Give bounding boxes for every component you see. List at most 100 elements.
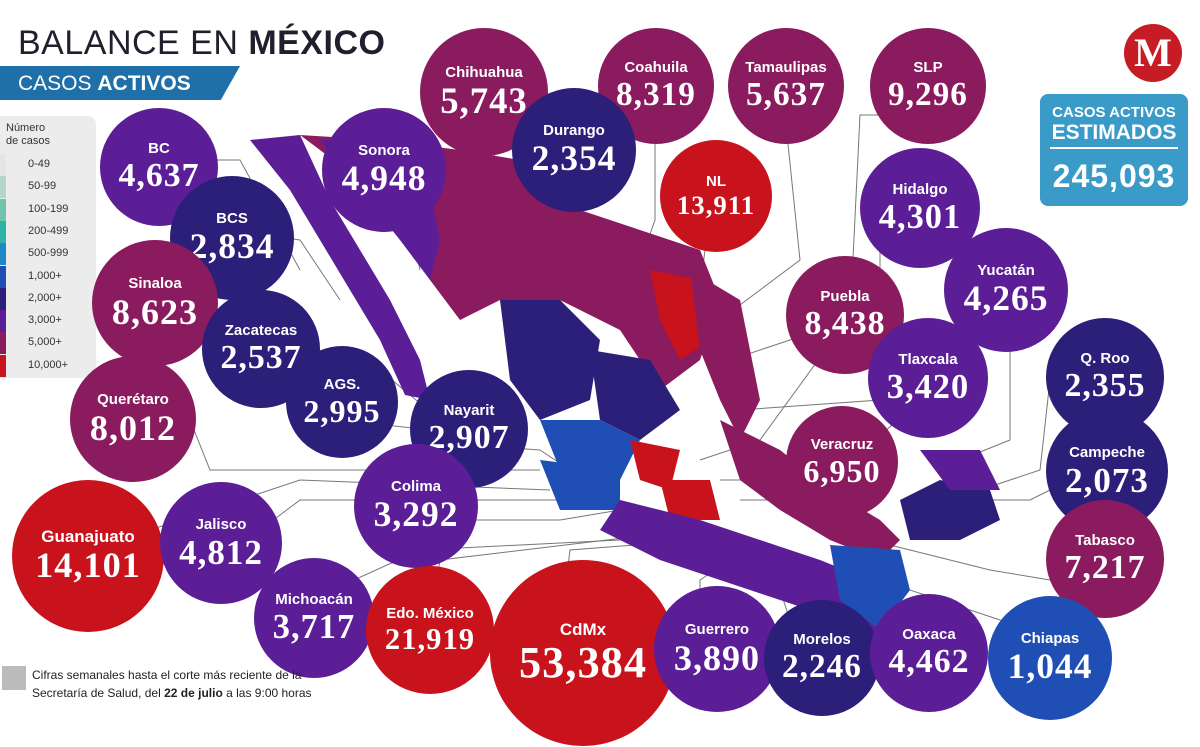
state-name: SLP xyxy=(913,59,943,77)
state-value: 8,319 xyxy=(616,76,696,114)
state-value: 3,292 xyxy=(373,494,459,535)
legend-item: 0-49 xyxy=(0,154,96,176)
state-value: 8,012 xyxy=(89,407,177,448)
state-name: Zacatecas xyxy=(224,322,298,340)
state-value: 6,950 xyxy=(803,452,881,489)
state-value: 2,834 xyxy=(189,226,275,267)
footnote-date: 22 de julio xyxy=(164,686,223,700)
state-value: 21,919 xyxy=(384,621,476,656)
state-name: BCS xyxy=(216,210,248,228)
state-bubble: Edo. México 21,919 xyxy=(366,566,494,694)
state-value: 3,717 xyxy=(272,607,356,646)
legend-label: 2,000+ xyxy=(28,291,62,304)
footnote-line-2: Secretaría de Salud, del 22 de julio a l… xyxy=(32,684,332,702)
state-name: Tabasco xyxy=(1075,532,1135,550)
state-name: Morelos xyxy=(793,631,851,649)
legend-swatch xyxy=(0,354,6,377)
state-bubble: Oaxaca 4,462 xyxy=(870,594,988,712)
legend-label: 500-999 xyxy=(28,247,69,260)
logo-letter: M xyxy=(1134,30,1172,75)
state-name: Sinaloa xyxy=(128,274,182,292)
legend-item: 3,000+ xyxy=(0,310,96,333)
state-name: Yucatán xyxy=(977,262,1035,280)
state-bubble: Guanajuato 14,101 xyxy=(12,480,164,632)
state-bubble: SLP 9,296 xyxy=(870,28,986,144)
state-bubble: Jalisco 4,812 xyxy=(160,482,282,604)
state-value: 2,355 xyxy=(1064,367,1146,405)
state-value: 9,296 xyxy=(888,76,968,114)
state-name: Tamaulipas xyxy=(745,59,827,77)
milenio-logo: M xyxy=(1124,24,1182,82)
state-value: 7,217 xyxy=(1064,549,1146,587)
footnote: Cifras semanales hasta el corte más reci… xyxy=(32,666,332,702)
state-name: Querétaro xyxy=(97,390,169,408)
state-value: 13,911 xyxy=(676,189,756,220)
state-bubble: Zacatecas 2,537 xyxy=(202,290,320,408)
legend-item: 500-999 xyxy=(0,243,96,266)
subtitle-prefix: CASOS xyxy=(18,72,92,95)
state-value: 2,073 xyxy=(1065,460,1149,500)
estimated-line-1: CASOS ACTIVOS xyxy=(1052,104,1176,121)
state-name: Nayarit xyxy=(443,402,495,420)
estimated-line-2: ESTIMADOS xyxy=(1051,121,1177,144)
estimated-value: 245,093 xyxy=(1052,158,1176,194)
state-bubble: Querétaro 8,012 xyxy=(70,356,196,482)
legend-swatch xyxy=(0,176,6,199)
state-bubble: NL 13,911 xyxy=(660,140,772,252)
page-title: BALANCE EN MÉXICO xyxy=(18,24,385,63)
state-name: Puebla xyxy=(820,288,870,306)
state-bubble: Durango 2,354 xyxy=(512,88,636,212)
state-value: 4,462 xyxy=(888,643,970,681)
legend-swatch xyxy=(0,243,6,266)
state-bubble: Michoacán 3,717 xyxy=(254,558,374,678)
legend-swatch xyxy=(0,198,6,221)
state-value: 4,265 xyxy=(963,278,1049,319)
state-value: 2,537 xyxy=(220,339,302,377)
legend-item: 10,000+ xyxy=(0,354,96,377)
state-value: 4,637 xyxy=(118,157,200,195)
state-name: Guanajuato xyxy=(41,526,135,546)
legend-item: 50-99 xyxy=(0,176,96,199)
footnote-line-2-prefix: Secretaría de Salud, del xyxy=(32,686,161,700)
state-value: 4,812 xyxy=(179,532,263,572)
state-bubble: Sinaloa 8,623 xyxy=(92,240,218,366)
state-name: Michoacán xyxy=(275,590,353,608)
state-name: Guerrero xyxy=(684,620,750,638)
state-value: 8,623 xyxy=(111,291,199,332)
state-name: Veracruz xyxy=(810,435,874,453)
footnote-line-2-suffix: a las 9:00 horas xyxy=(226,686,312,700)
state-bubble: Tlaxcala 3,420 xyxy=(868,318,988,438)
state-name: Chihuahua xyxy=(445,63,523,81)
state-name: BC xyxy=(148,140,170,158)
state-value: 2,995 xyxy=(303,392,381,429)
legend-label: 1,000+ xyxy=(28,269,62,282)
state-name: Tlaxcala xyxy=(898,350,958,368)
legend-heading-2: de casos xyxy=(6,135,51,147)
state-name: Durango xyxy=(543,122,605,140)
state-value: 1,044 xyxy=(1007,646,1093,687)
state-bubble: Hidalgo 4,301 xyxy=(860,148,980,268)
legend-item: 1,000+ xyxy=(0,265,96,288)
state-name: Sonora xyxy=(358,142,410,160)
state-bubble: Chiapas 1,044 xyxy=(988,596,1112,720)
legend-item: 200-499 xyxy=(0,220,96,243)
legend-swatch xyxy=(0,265,6,288)
state-bubble: Veracruz 6,950 xyxy=(786,406,898,518)
state-bubble: Puebla 8,438 xyxy=(786,256,904,374)
state-name: NL xyxy=(706,172,726,190)
legend-label: 0-49 xyxy=(28,158,51,170)
subtitle: CASOS ACTIVOS xyxy=(18,72,191,96)
state-bubble: Q. Roo 2,355 xyxy=(1046,318,1164,436)
legend-swatch xyxy=(0,287,6,310)
legend-swatch xyxy=(0,310,6,333)
state-name: CdMx xyxy=(559,619,607,639)
state-name: Colima xyxy=(390,478,441,496)
state-name: Jalisco xyxy=(195,515,247,533)
state-value: 53,384 xyxy=(518,636,648,687)
legend-item: 100-199 xyxy=(0,198,96,221)
title-prefix: BALANCE EN xyxy=(18,24,239,62)
state-bubble: Tamaulipas 5,637 xyxy=(728,28,844,144)
state-name: AGS. xyxy=(323,375,361,393)
legend-swatch xyxy=(0,220,6,243)
state-value: 14,101 xyxy=(35,544,141,585)
